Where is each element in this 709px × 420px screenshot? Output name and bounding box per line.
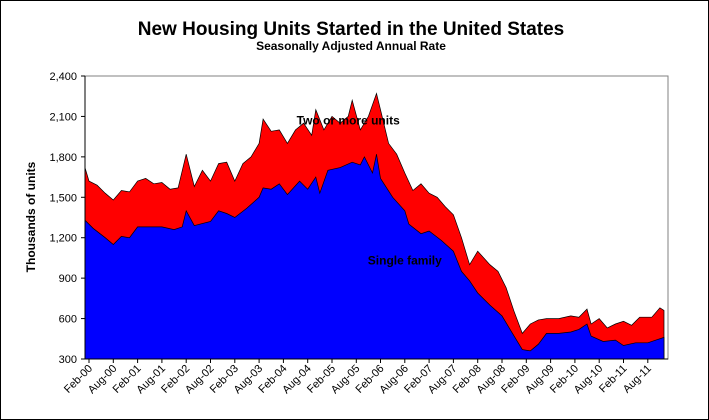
annotation-single-family: Single family	[368, 254, 442, 268]
x-tick-group: Feb-00Aug-00Feb-01Aug-01Feb-02Aug-02Feb-…	[62, 359, 654, 396]
y-tick-label: 2,100	[49, 111, 77, 123]
area-series-group	[84, 92, 665, 360]
y-tick-label: 300	[59, 354, 77, 366]
y-tick-label: 1,800	[49, 152, 77, 164]
y-tick-group: 300 600 900 1,200 1,500 1,800 2,100 2,400	[49, 71, 85, 366]
annotation-group: Two or more units Single family	[297, 114, 442, 268]
y-tick-label: 900	[59, 273, 77, 285]
y-tick-label: 1,500	[49, 192, 77, 204]
chart-title: New Housing Units Started in the United …	[138, 19, 565, 40]
chart-subtitle: Seasonally Adjusted Annual Rate	[256, 39, 446, 53]
y-tick-label: 1,200	[49, 233, 77, 245]
y-tick-label: 2,400	[49, 71, 77, 83]
area-single-family	[84, 154, 665, 360]
y-axis-label: Thousands of units	[24, 161, 38, 272]
axes-group	[84, 76, 668, 360]
y-tick-label: 600	[59, 314, 77, 326]
annotation-two-or-more-units: Two or more units	[297, 114, 400, 128]
